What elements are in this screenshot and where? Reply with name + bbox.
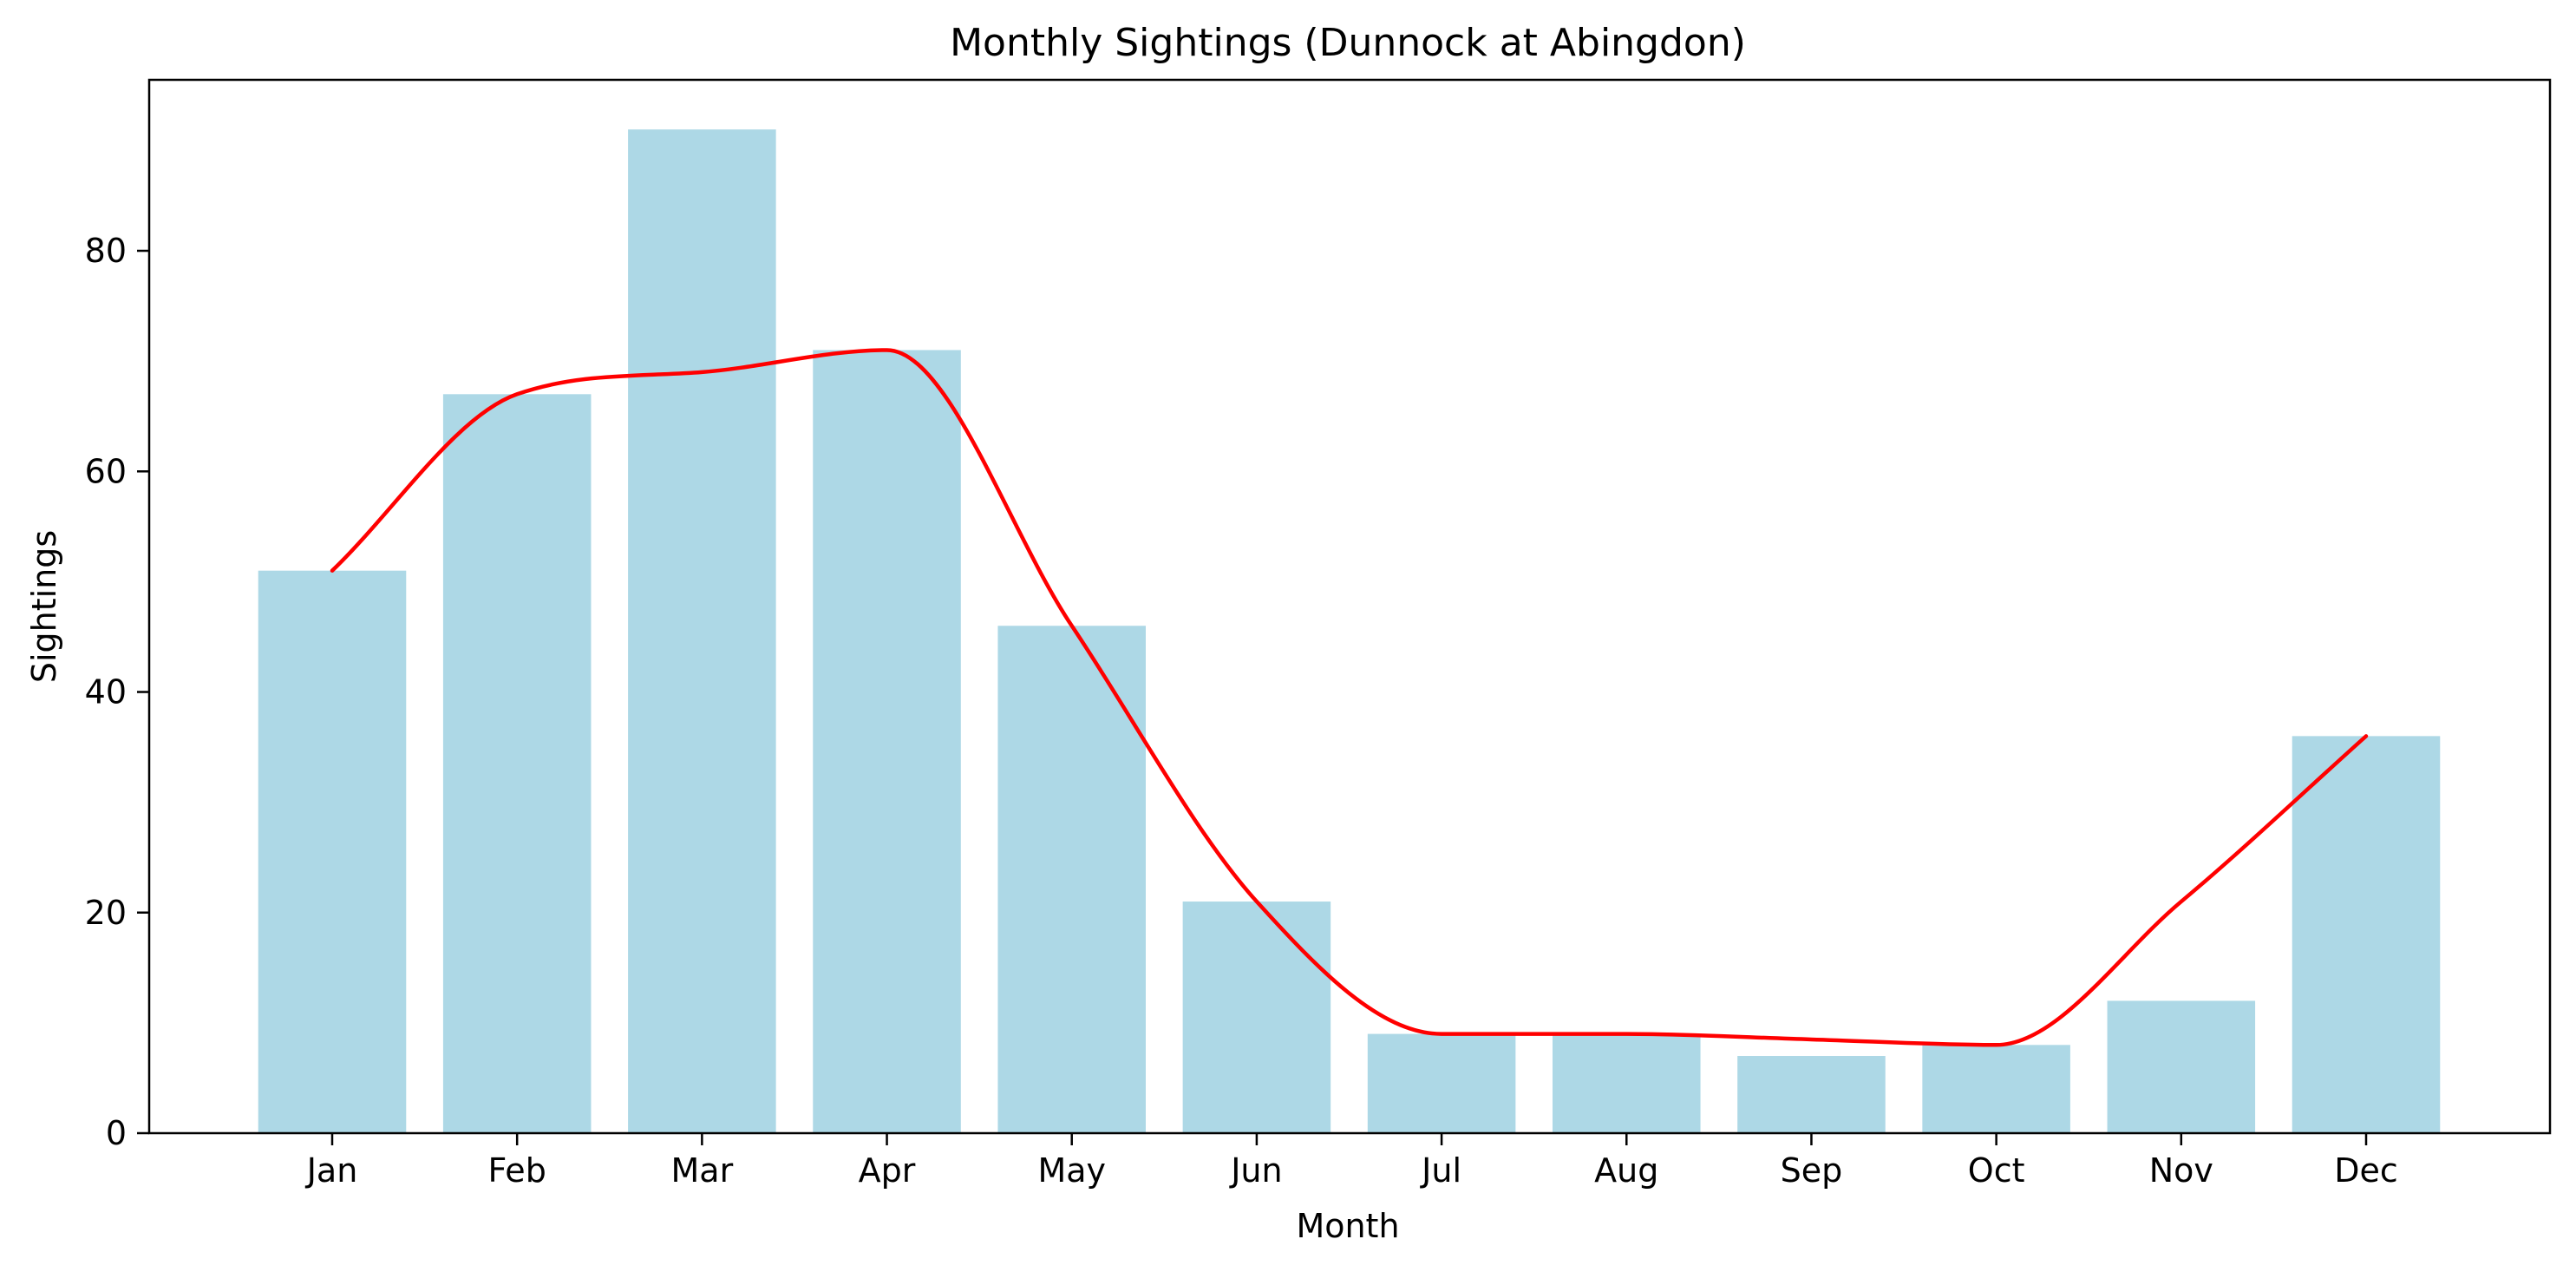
bar-oct xyxy=(1922,1045,2070,1133)
bar-dec xyxy=(2292,736,2441,1133)
chart-title: Monthly Sightings (Dunnock at Abingdon) xyxy=(950,21,1746,65)
x-tick-label-mar: Mar xyxy=(671,1151,734,1190)
bar-aug xyxy=(1553,1033,1701,1133)
x-tick-label-may: May xyxy=(1037,1151,1106,1190)
bar-may xyxy=(997,626,1146,1133)
x-tick-label-aug: Aug xyxy=(1594,1151,1658,1190)
bar-jul xyxy=(1367,1033,1516,1133)
bar-apr xyxy=(813,350,961,1133)
bar-jun xyxy=(1182,902,1331,1133)
x-tick-label-feb: Feb xyxy=(488,1151,546,1190)
x-tick-label-jan: Jan xyxy=(305,1151,358,1190)
x-tick-label-sep: Sep xyxy=(1781,1151,1843,1190)
x-axis: Jan Feb Mar Apr May Jun Jul Aug Sep Oct Nov Dec xyxy=(305,1133,2398,1190)
bar-mar xyxy=(628,129,776,1133)
x-tick-label-nov: Nov xyxy=(2149,1151,2213,1190)
trend-line xyxy=(330,348,2369,1047)
y-tick-label-0: 0 xyxy=(106,1114,127,1152)
x-tick-label-dec: Dec xyxy=(2334,1151,2398,1190)
y-tick-label-40: 40 xyxy=(85,673,127,711)
x-tick-label-oct: Oct xyxy=(1968,1151,2025,1190)
x-tick-label-jul: Jul xyxy=(1420,1151,1461,1190)
x-tick-label-jun: Jun xyxy=(1229,1151,1282,1190)
y-tick-label-60: 60 xyxy=(85,452,127,490)
y-tick-label-80: 80 xyxy=(85,232,127,270)
bars-layer xyxy=(258,129,2441,1133)
bar-nov xyxy=(2107,1000,2256,1133)
y-axis: 0 20 40 60 80 xyxy=(85,232,149,1152)
bar-feb xyxy=(442,394,592,1133)
y-axis-label: Sightings xyxy=(25,530,63,683)
x-tick-label-apr: Apr xyxy=(859,1151,916,1190)
y-tick-label-20: 20 xyxy=(85,894,127,932)
x-axis-label: Month xyxy=(1296,1207,1399,1245)
bar-sep xyxy=(1737,1056,1886,1133)
plot-frame xyxy=(147,78,2552,1135)
bar-jan xyxy=(258,570,407,1133)
trend-line-layer xyxy=(330,348,2369,1047)
